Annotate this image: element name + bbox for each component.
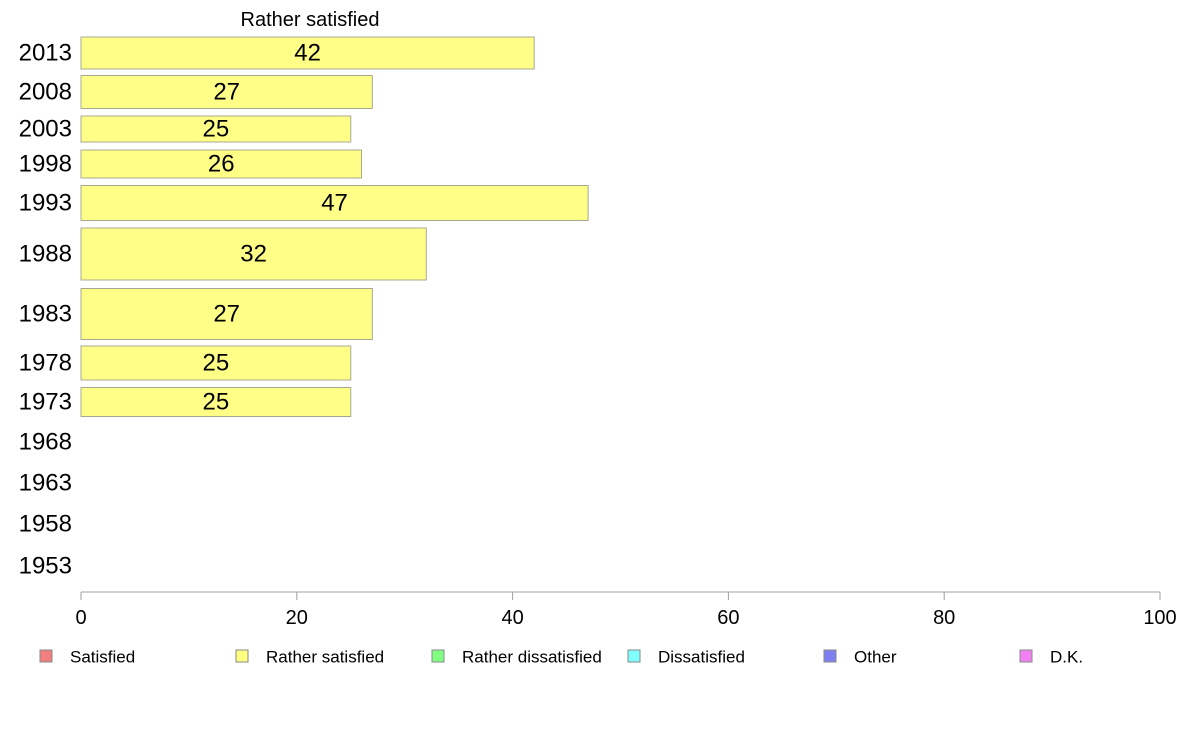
bar-value-label-1978: 25	[203, 350, 230, 377]
x-tick-label-40: 40	[501, 607, 523, 629]
legend-swatch-3	[627, 649, 641, 663]
year-label-2013: 2013	[19, 40, 72, 67]
bar-value-label-2013: 42	[294, 40, 321, 67]
legend-swatch-5	[1019, 649, 1033, 663]
legend-swatch-4	[823, 649, 837, 663]
legend: Satisfied Rather satisfied Rather dissatis…	[39, 648, 1083, 667]
bar-1978	[80, 345, 352, 381]
year-label-1993: 1993	[19, 190, 72, 217]
legend-label-0: Satisfied	[70, 648, 135, 667]
year-label-1968: 1968	[19, 429, 72, 456]
bar-1973	[80, 387, 352, 417]
year-label-1998: 1998	[19, 151, 72, 178]
bar-value-label-1993: 47	[321, 190, 348, 217]
bars-group: 42 27 25 26 47 32 27 25 25	[80, 36, 589, 417]
legend-swatch-2	[431, 649, 445, 663]
x-tick-label-20: 20	[286, 607, 308, 629]
x-tick-label-0: 0	[75, 607, 86, 629]
x-ticks-group: 0 20 40 60 80 100	[75, 592, 1177, 629]
legend-swatch-0	[39, 649, 53, 663]
bar-value-label-2003: 25	[203, 116, 230, 143]
bar-value-label-1983: 27	[213, 301, 240, 328]
bar-1983	[80, 288, 373, 340]
bar-1988	[80, 227, 427, 281]
year-label-2003: 2003	[19, 116, 72, 143]
legend-label-3: Dissatisfied	[658, 648, 745, 667]
year-label-1953: 1953	[19, 553, 72, 580]
bar-2013	[80, 36, 535, 70]
bar-value-label-2008: 27	[213, 79, 240, 106]
legend-label-5: D.K.	[1050, 648, 1083, 667]
year-label-1978: 1978	[19, 350, 72, 377]
year-labels-group: 2013 2008 2003 1998 1993 1988 1983 1978 1973 1968…	[19, 40, 72, 580]
legend-swatch-1	[235, 649, 249, 663]
bar-value-label-1988: 32	[240, 241, 267, 268]
legend-label-4: Other	[854, 648, 897, 667]
bar-1998	[80, 149, 363, 179]
x-tick-label-80: 80	[933, 607, 955, 629]
year-label-1973: 1973	[19, 389, 72, 416]
bar-2003	[80, 115, 352, 143]
bar-value-label-1998: 26	[208, 151, 235, 178]
x-tick-label-100: 100	[1143, 607, 1176, 629]
bar-2008	[80, 75, 373, 109]
x-tick-label-60: 60	[717, 607, 739, 629]
year-label-1988: 1988	[19, 241, 72, 268]
chart-title: Rather satisfied	[241, 9, 380, 31]
year-label-2008: 2008	[19, 79, 72, 106]
legend-label-1: Rather satisfied	[266, 648, 384, 667]
year-label-1963: 1963	[19, 470, 72, 497]
bar-1993	[80, 185, 589, 221]
bar-value-label-1973: 25	[203, 389, 230, 416]
year-label-1958: 1958	[19, 511, 72, 538]
legend-label-2: Rather dissatisfied	[462, 648, 602, 667]
year-label-1983: 1983	[19, 301, 72, 328]
